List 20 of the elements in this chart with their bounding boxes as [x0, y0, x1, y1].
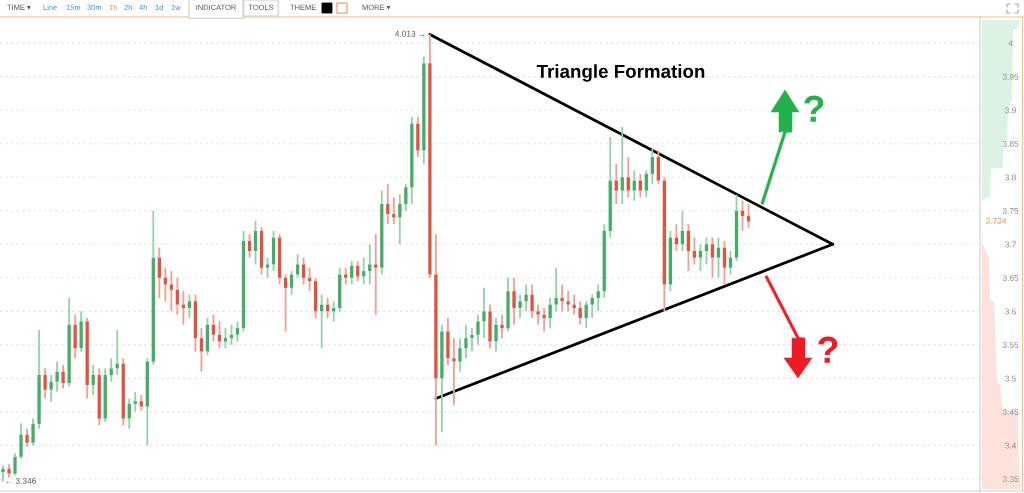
y-tick-label: 3.8 — [1005, 174, 1016, 181]
y-tick-label: 3.4 — [1005, 442, 1017, 449]
annotation: ? — [818, 336, 838, 363]
text: 3.734 — [985, 217, 1007, 224]
y-tick-label: 3.45 — [1002, 409, 1019, 415]
annotation: ← 3.346 — [6, 477, 36, 484]
text: Triangle Formation — [536, 64, 705, 82]
y-tick-label: 3.35 — [1002, 476, 1019, 483]
y-tick-label: 4 — [1008, 40, 1013, 47]
y-tick-label: 3.85 — [1002, 140, 1019, 147]
y-tick-label: 3.9 — [1005, 107, 1016, 114]
annotation: 4.013 → — [394, 30, 425, 37]
y-tick-label: 3.7 — [1005, 241, 1016, 248]
y-tick-label: 3.6 — [1005, 308, 1016, 315]
y-tick-label: 3.5 — [1005, 375, 1016, 382]
y-tick-label: 3.95 — [1002, 73, 1019, 80]
y-tick-label: 3.55 — [1002, 342, 1019, 348]
y-tick-label: 3.75 — [1002, 207, 1019, 214]
y-tick-label: 3.65 — [1002, 275, 1019, 281]
annotation: ? — [804, 95, 824, 122]
